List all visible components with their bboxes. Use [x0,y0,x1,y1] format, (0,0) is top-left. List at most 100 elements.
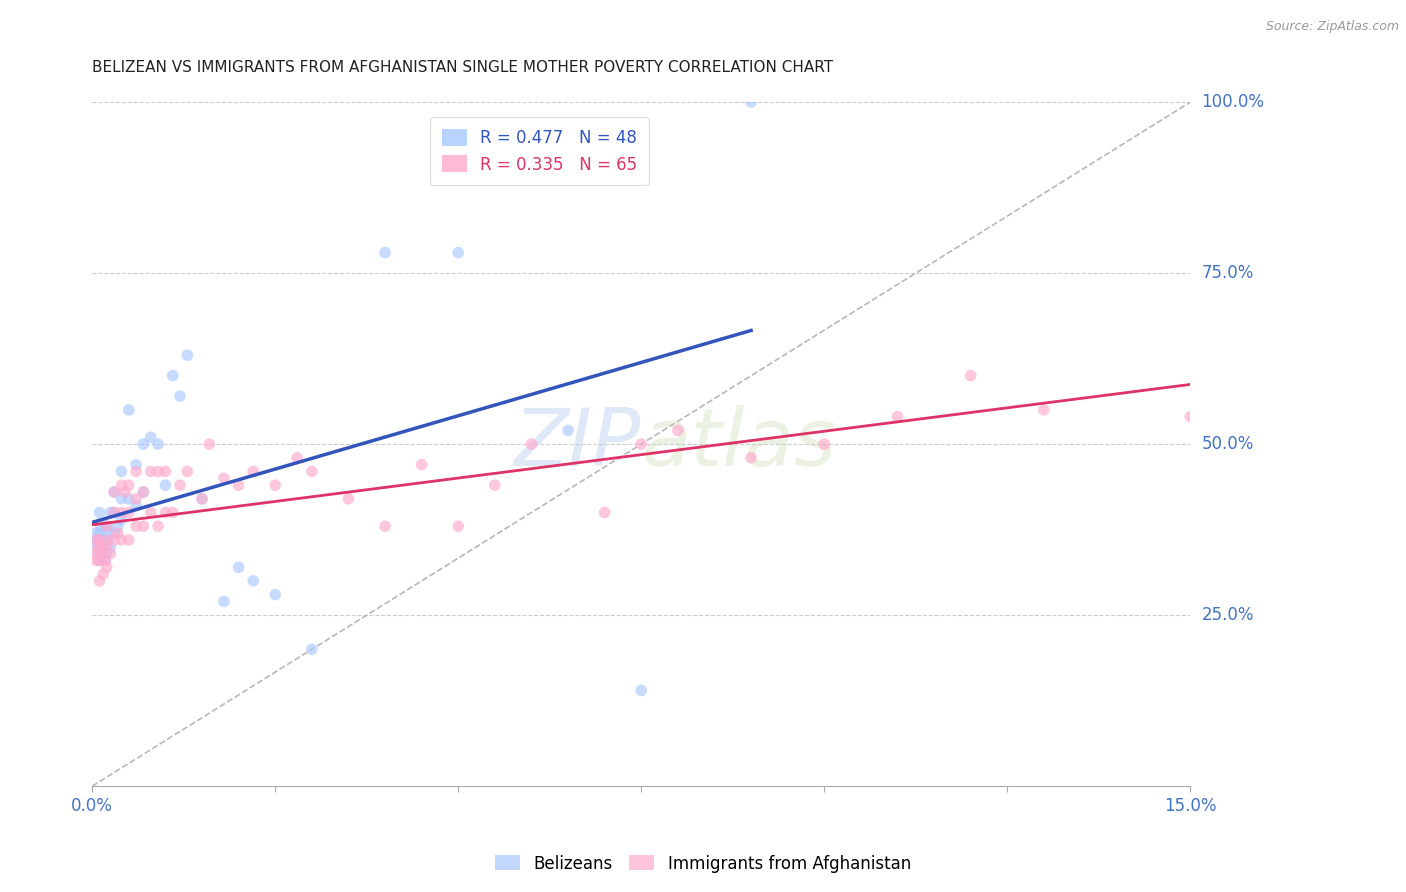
Point [593,506,616,520]
Point [110,512,132,526]
Point [96,560,118,574]
Point [139,506,162,520]
Point [89,553,111,567]
Point [125,491,148,506]
Point [103,506,125,520]
Point [740,450,762,465]
Point [91,567,114,582]
Point [162,506,184,520]
Point [813,437,835,451]
Point [139,430,162,444]
Point [103,506,125,520]
Text: atlas: atlas [641,405,837,483]
Point [146,519,169,533]
Point [666,424,689,438]
Point [86,533,108,547]
Point [97,533,120,547]
Point [110,506,132,520]
Point [132,485,155,500]
Point [886,409,908,424]
Point [155,478,177,492]
Point [89,553,111,567]
Point [96,540,118,554]
Point [1180,409,1202,424]
Text: BELIZEAN VS IMMIGRANTS FROM AFGHANISTAN SINGLE MOTHER POVERTY CORRELATION CHART: BELIZEAN VS IMMIGRANTS FROM AFGHANISTAN … [93,60,834,75]
Point [411,458,433,472]
Point [118,491,141,506]
Point [520,437,543,451]
Point [110,478,132,492]
Point [103,485,125,500]
Point [110,533,132,547]
Point [100,540,122,554]
Text: 25.0%: 25.0% [1202,607,1254,624]
Point [155,465,177,479]
Point [118,403,141,417]
Point [91,547,114,561]
Point [162,368,184,383]
Point [100,547,122,561]
Point [212,471,235,485]
Point [91,533,114,547]
Point [132,485,155,500]
Point [740,95,762,109]
Point [103,526,125,541]
Text: 75.0%: 75.0% [1202,264,1254,282]
Point [285,450,308,465]
Point [96,533,118,547]
Point [176,348,198,362]
Point [301,465,323,479]
Point [125,499,148,513]
Point [264,478,287,492]
Point [228,478,250,492]
Point [374,519,396,533]
Point [242,574,264,588]
Point [83,547,105,561]
Point [125,519,148,533]
Point [242,465,264,479]
Point [125,465,148,479]
Point [139,465,162,479]
Point [132,437,155,451]
Point [959,368,981,383]
Point [90,540,112,554]
Point [114,485,136,500]
Point [630,437,652,451]
Point [264,588,287,602]
Point [94,553,117,567]
Point [228,560,250,574]
Point [89,533,111,547]
Point [337,491,360,506]
Text: 50.0%: 50.0% [1202,435,1254,453]
Point [212,594,235,608]
Text: Source: ZipAtlas.com: Source: ZipAtlas.com [1265,20,1399,33]
Point [90,547,112,561]
Point [118,478,141,492]
Point [301,642,323,657]
Point [96,519,118,533]
Point [97,526,120,541]
Point [103,533,125,547]
Text: 100.0%: 100.0% [1202,93,1264,112]
Point [176,465,198,479]
Point [110,491,132,506]
Point [374,245,396,260]
Point [191,491,214,506]
Point [84,553,107,567]
Point [84,526,107,541]
Point [91,547,114,561]
Point [107,526,129,541]
Legend: R = 0.477   N = 48, R = 0.335   N = 65: R = 0.477 N = 48, R = 0.335 N = 65 [430,117,648,186]
Point [132,519,155,533]
Point [118,533,141,547]
Point [118,506,141,520]
Point [110,465,132,479]
Point [125,458,148,472]
Point [103,485,125,500]
Point [84,536,107,550]
Point [484,478,506,492]
Point [94,553,117,567]
Point [89,526,111,541]
Point [87,540,110,554]
Point [96,547,118,561]
